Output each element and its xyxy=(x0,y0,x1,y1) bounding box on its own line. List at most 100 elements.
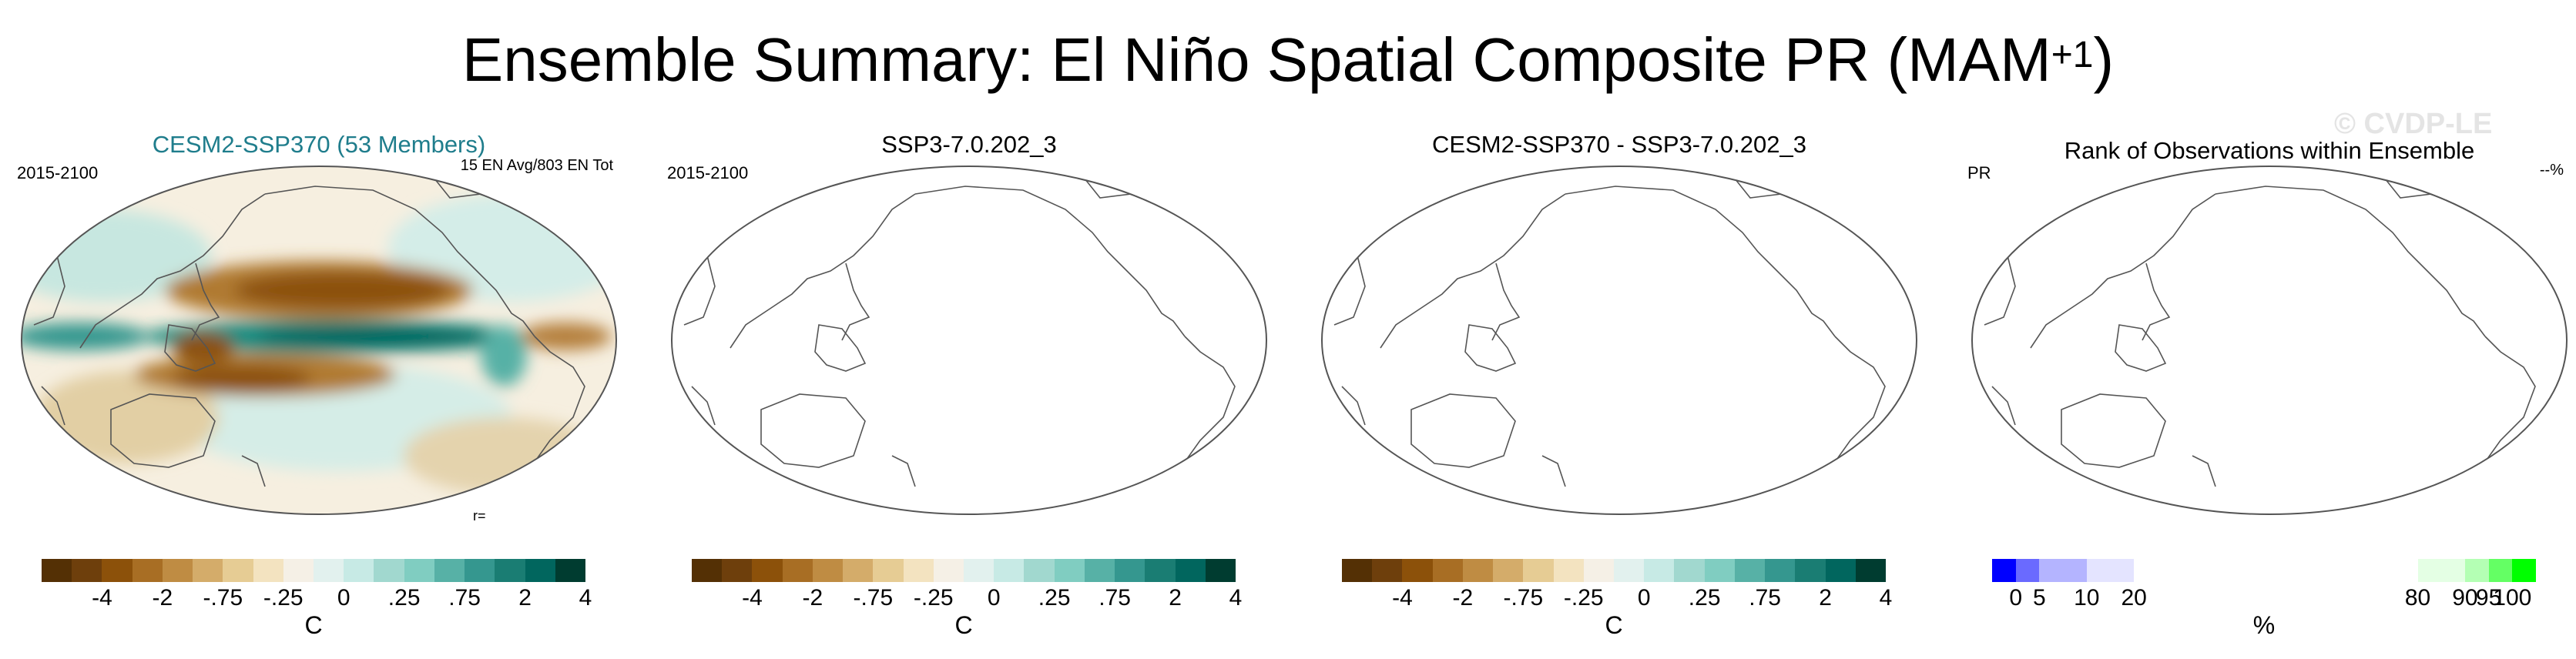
panel-ensemble-mean: CESM2-SSP370 (53 Members) 2015-2100 15 E… xyxy=(11,123,627,539)
percent-label: --% xyxy=(2539,162,2564,179)
colorbar-swatch xyxy=(2015,559,2040,582)
difference-map xyxy=(1321,166,1917,515)
colorbar-swatch xyxy=(1825,559,1857,582)
colorbar-tick-label: -.75 xyxy=(853,585,894,610)
colorbar-swatch xyxy=(692,559,723,582)
colorbar-swatch xyxy=(1614,559,1645,582)
colorbar-tick-label: -.75 xyxy=(1503,585,1544,610)
colorbar-swatch xyxy=(374,559,405,582)
colorbar-tick-label: -.25 xyxy=(1563,585,1604,610)
colorbar-tick-label: 0 xyxy=(1637,585,1651,610)
colorbar-swatch xyxy=(1765,559,1796,582)
colorbar-swatch xyxy=(1992,559,2017,582)
colorbar-tick-label: -2 xyxy=(152,585,173,610)
colorbar-tick-label: 4 xyxy=(579,585,592,610)
colorbar-swatch xyxy=(812,559,844,582)
colorbar-swatch xyxy=(1372,559,1403,582)
colorbar-swatch xyxy=(1145,559,1176,582)
colorbar-tick-label: .25 xyxy=(1038,585,1071,610)
colorbar-tick-label: -4 xyxy=(92,585,112,610)
colorbar-swatch xyxy=(1583,559,1615,582)
period-label: 2015-2100 xyxy=(667,163,749,182)
colorbar-swatch xyxy=(1855,559,1887,582)
colorbar-swatch xyxy=(2488,559,2513,582)
colorbar-swatch xyxy=(162,559,193,582)
colorbar-tick-label: -.75 xyxy=(203,585,243,610)
colorbar-swatch xyxy=(2464,559,2490,582)
colorbar-unit: C xyxy=(1605,611,1623,639)
colorbar-tick-label: 0 xyxy=(337,585,351,610)
colorbar-swatch xyxy=(223,559,254,582)
colorbar-swatch xyxy=(1115,559,1145,582)
colorbar-rank xyxy=(1992,559,2537,582)
colorbar-tick-label: 90 xyxy=(2452,585,2478,610)
colorbar-tick-label: -4 xyxy=(1392,585,1413,610)
colorbar-tick-label: 2 xyxy=(518,585,532,610)
colorbar-swatch xyxy=(722,559,753,582)
colorbar-swatch xyxy=(42,559,72,582)
colorbar-tick-label: .75 xyxy=(448,585,481,610)
colorbar-unit: % xyxy=(2252,611,2276,639)
colorbar-swatch xyxy=(2086,559,2135,582)
colorbar-swatch xyxy=(1205,559,1236,582)
colorbar-swatch xyxy=(1644,559,1675,582)
colorbar-tick-label: -2 xyxy=(802,585,823,610)
colorbar-tick-label: -4 xyxy=(742,585,763,610)
colorbar-tick-label: 4 xyxy=(1879,585,1893,610)
colorbar-swatch xyxy=(994,559,1025,582)
colorbar-tick-label: 5 xyxy=(2033,585,2046,610)
colorbar-2 xyxy=(692,559,1236,582)
colorbar-swatch xyxy=(1553,559,1585,582)
colorbar-tick-label: 80 xyxy=(2404,585,2431,610)
colorbar-swatch xyxy=(1054,559,1085,582)
colorbar-tick-label: -.25 xyxy=(263,585,304,610)
composite-map xyxy=(671,166,1267,515)
colorbar-tick-label: 2 xyxy=(1169,585,1182,610)
colorbar-tick-label: 95 xyxy=(2475,585,2502,610)
colorbar-swatch xyxy=(782,559,813,582)
colorbar-swatch xyxy=(2417,559,2466,582)
colorbar-swatch xyxy=(964,559,995,582)
colorbar-swatch xyxy=(752,559,783,582)
colorbar-swatch xyxy=(525,559,556,582)
composite-map xyxy=(21,166,617,515)
rank-map xyxy=(1971,166,2568,515)
colorbar-swatch xyxy=(2039,559,2088,582)
colorbar-swatch xyxy=(1493,559,1524,582)
colorbar-swatch xyxy=(1704,559,1736,582)
panel-rank: Rank of Observations within Ensemble PR … xyxy=(1961,123,2576,539)
colorbar-swatch xyxy=(1432,559,1464,582)
colorbar-swatch xyxy=(933,559,964,582)
watermark: © CVDP-LE xyxy=(2334,108,2493,140)
variable-label: PR xyxy=(1967,163,1991,182)
panel-title: CESM2-SSP370 (53 Members) xyxy=(152,131,486,158)
colorbar-swatch xyxy=(555,559,586,582)
colorbar-swatch xyxy=(102,559,133,582)
ensemble-count-label: 15 EN Avg/803 EN Tot xyxy=(460,157,613,174)
colorbar-unit: C xyxy=(304,611,323,639)
colorbar-swatch xyxy=(434,559,465,582)
colorbar-swatch xyxy=(1024,559,1055,582)
colorbar-swatch xyxy=(1084,559,1115,582)
colorbar-tick-label: 4 xyxy=(1229,585,1243,610)
colorbar-swatch xyxy=(283,559,314,582)
colorbar-swatch xyxy=(1523,559,1555,582)
colorbar-swatch xyxy=(1402,559,1434,582)
colorbar-swatch xyxy=(253,559,284,582)
colorbar-swatch xyxy=(2512,559,2537,582)
colorbar-unit: C xyxy=(954,611,973,639)
colorbar-tick-label: 0 xyxy=(987,585,1001,610)
colorbar-tick-label: 20 xyxy=(2121,585,2147,610)
colorbar-tick-label: -2 xyxy=(1452,585,1474,610)
panel-title: Rank of Observations within Ensemble xyxy=(2064,137,2475,164)
colorbar-swatch xyxy=(1462,559,1494,582)
colorbar-swatch xyxy=(72,559,102,582)
panel-title: SSP3-7.0.202_3 xyxy=(881,131,1057,158)
figure-title: Ensemble Summary: El Niño Spatial Compos… xyxy=(461,25,2115,94)
correlation-label: r= xyxy=(473,508,486,524)
colorbar-swatch xyxy=(1175,559,1206,582)
colorbar-1 xyxy=(42,559,586,582)
colorbar-swatch xyxy=(873,559,904,582)
colorbar-3 xyxy=(1342,559,1887,582)
colorbar-swatch xyxy=(404,559,435,582)
